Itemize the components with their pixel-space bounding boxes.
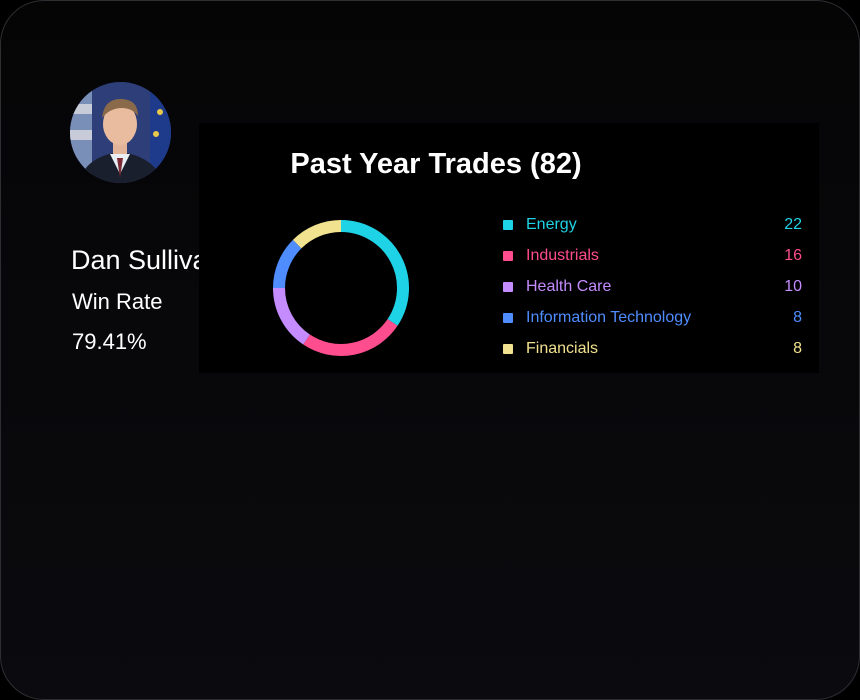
legend-label: Industrials: [526, 247, 599, 264]
politician-name: Dan Sullivan: [71, 245, 223, 275]
legend-swatch: [503, 344, 513, 354]
avatar: [70, 82, 171, 183]
legend-swatch: [503, 282, 513, 292]
legend-item[interactable]: Financials 8: [501, 333, 805, 364]
donut-slice-health-care[interactable]: [273, 287, 311, 345]
legend-swatch: [503, 313, 513, 323]
legend-item[interactable]: Energy 22: [501, 209, 805, 240]
sector-donut-chart: [273, 220, 409, 356]
politician-portrait-icon: [70, 82, 171, 183]
legend-swatch: [503, 251, 513, 261]
legend-count: 8: [793, 340, 802, 357]
legend-item[interactable]: Industrials 16: [501, 240, 805, 271]
legend-item[interactable]: Information Technology 8: [501, 302, 805, 333]
donut-slice-energy[interactable]: [340, 220, 409, 326]
legend-label: Financials: [526, 340, 599, 357]
donut-slice-information-technology[interactable]: [273, 239, 302, 289]
legend-count: 8: [793, 309, 802, 326]
donut-slice-industrials[interactable]: [303, 318, 398, 356]
win-rate-label: Win Rate: [72, 289, 163, 314]
legend-label: Health Care: [526, 278, 612, 295]
legend-swatch: [503, 220, 513, 230]
legend-item[interactable]: Health Care 10: [501, 271, 805, 302]
trades-panel: Past Year Trades (82) Energy 22 Industrial…: [199, 123, 819, 373]
win-rate-value: 79.41%: [72, 329, 147, 354]
legend-label: Energy: [526, 216, 577, 233]
legend-label: Information Technology: [526, 309, 692, 326]
sector-legend: Energy 22 Industrials 16 Health Care 10 Inform…: [501, 209, 805, 364]
legend-count: 10: [784, 278, 802, 295]
donut-slice-financials[interactable]: [292, 220, 342, 249]
legend-count: 16: [784, 247, 802, 264]
legend-count: 22: [784, 216, 802, 233]
trades-title: Past Year Trades (82): [290, 148, 582, 180]
